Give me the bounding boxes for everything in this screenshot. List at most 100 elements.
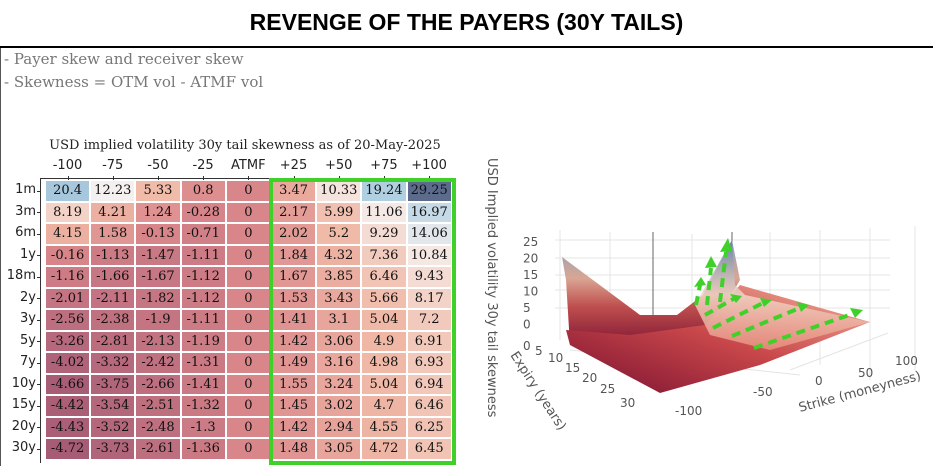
heatmap-cell: 0 xyxy=(225,438,271,460)
heatmap-cell: 1.42 xyxy=(271,330,317,352)
heatmap-cell: 0.8 xyxy=(180,180,226,202)
heatmap-cell: -0.71 xyxy=(180,223,226,245)
column-label: ATMF xyxy=(231,158,266,173)
z-tick-label: 25 xyxy=(523,235,538,249)
heatmap-cell: -1.11 xyxy=(180,244,226,266)
heatmap-cell: -1.36 xyxy=(180,438,226,460)
heatmap-cell: 0 xyxy=(225,309,271,331)
heatmap-cell: 6.94 xyxy=(406,373,452,395)
heatmap-cell: -1.9 xyxy=(135,309,181,331)
column-label: -50 xyxy=(147,158,169,173)
row-tick xyxy=(37,276,41,278)
heatmap-cell: 5.99 xyxy=(316,201,362,223)
y-tick-label: 10 xyxy=(548,351,563,365)
z-tick-label: 20 xyxy=(523,252,538,266)
row-tick xyxy=(37,341,41,343)
heatmap-cell: -0.16 xyxy=(45,244,91,266)
heatmap-cell: -3.26 xyxy=(45,330,91,352)
bullet-2: - Skewness = OTM vol - ATMF vol xyxy=(4,73,264,91)
z-tick-label: 10 xyxy=(523,285,538,299)
heatmap-cell: -2.81 xyxy=(90,330,136,352)
heatmap-cell: -2.48 xyxy=(135,416,181,438)
heatmap-cell: -3.75 xyxy=(90,373,136,395)
heatmap-cell: 3.16 xyxy=(316,352,362,374)
heatmap-cell: -4.66 xyxy=(45,373,91,395)
column-label: +100 xyxy=(411,158,447,173)
row-tick xyxy=(37,448,41,450)
heatmap-cell: 5.04 xyxy=(361,373,407,395)
heatmap-cell: 1.48 xyxy=(271,438,317,460)
heatmap-cell: 0 xyxy=(225,416,271,438)
heatmap-cell: 2.17 xyxy=(271,201,317,223)
heatmap-cell: 1.49 xyxy=(271,352,317,374)
heatmap-cell: -1.11 xyxy=(180,309,226,331)
x-tick-label: -100 xyxy=(675,404,702,418)
row-label: 10y xyxy=(11,375,36,391)
heatmap-cell: 16.97 xyxy=(406,201,452,223)
surface-left-face xyxy=(562,240,740,350)
heatmap-cell: -1.19 xyxy=(180,330,226,352)
heatmap-cell: -1.47 xyxy=(135,244,181,266)
heatmap-cell: 6.45 xyxy=(406,438,452,460)
x-axis-line xyxy=(40,178,455,179)
heatmap-cell: -2.42 xyxy=(135,352,181,374)
heatmap-cell: 3.06 xyxy=(316,330,362,352)
heatmap-cell: 6.93 xyxy=(406,352,452,374)
column-label: +25 xyxy=(279,158,308,173)
heatmap-cell: -0.13 xyxy=(135,223,181,245)
heatmap-cell: -4.72 xyxy=(45,438,91,460)
heatmap-cell: 3.85 xyxy=(316,266,362,288)
divider xyxy=(0,48,1,466)
heatmap-cell: 10.84 xyxy=(406,244,452,266)
heatmap-cell: 4.72 xyxy=(361,438,407,460)
x-tick-label: -50 xyxy=(753,385,773,399)
heatmap-cell: -3.73 xyxy=(90,438,136,460)
heatmap-cell: 0 xyxy=(225,223,271,245)
heatmap-cell: -2.51 xyxy=(135,395,181,417)
heatmap-cell: -2.61 xyxy=(135,438,181,460)
heatmap-cell: 3.1 xyxy=(316,309,362,331)
heatmap-cell: 0 xyxy=(225,330,271,352)
heatmap-cell: 0 xyxy=(225,201,271,223)
heatmap-cell: -2.11 xyxy=(90,287,136,309)
y-tick-label: 25 xyxy=(600,382,615,396)
heatmap-title: USD implied volatility 30y tail skewness… xyxy=(49,138,441,153)
heatmap-cell: 1.53 xyxy=(271,287,317,309)
heatmap-cell: 0 xyxy=(225,395,271,417)
heatmap-cell: 5.04 xyxy=(361,309,407,331)
y-tick-label: 20 xyxy=(582,371,597,385)
heatmap-cell: 6.46 xyxy=(361,266,407,288)
heatmap-cell: 20.4 xyxy=(45,180,91,202)
row-tick xyxy=(37,190,41,192)
heatmap-cell: 1.24 xyxy=(135,201,181,223)
heatmap-cell: 7.2 xyxy=(406,309,452,331)
slide-title: REVENGE OF THE PAYERS (30Y TAILS) xyxy=(0,0,933,48)
y-tick-label: 5 xyxy=(535,344,543,358)
heatmap-cell: -2.56 xyxy=(45,309,91,331)
column-label: +50 xyxy=(324,158,353,173)
row-label: 2y xyxy=(20,289,36,305)
x-tick-label: 50 xyxy=(858,366,873,380)
row-label: 20y xyxy=(11,418,36,434)
row-tick xyxy=(37,319,41,321)
heatmap-cell: -1.82 xyxy=(135,287,181,309)
heatmap-cell: 0 xyxy=(225,287,271,309)
heatmap-cell: -4.42 xyxy=(45,395,91,417)
heatmap-cell: -1.16 xyxy=(45,266,91,288)
heatmap-cell: 12.23 xyxy=(90,180,136,202)
heatmap-cell: 9.29 xyxy=(361,223,407,245)
heatmap-cell: 6.46 xyxy=(406,395,452,417)
heatmap-cell: -2.38 xyxy=(90,309,136,331)
heatmap-cell: 4.9 xyxy=(361,330,407,352)
heatmap-cell: 11.06 xyxy=(361,201,407,223)
heatmap-cell: 8.17 xyxy=(406,287,452,309)
heatmap-cell: -1.13 xyxy=(90,244,136,266)
row-tick xyxy=(37,255,41,257)
heatmap-cell: 5.66 xyxy=(361,287,407,309)
heatmap-cell: 3.05 xyxy=(316,438,362,460)
heatmap-cell: 7.36 xyxy=(361,244,407,266)
row-label: 5y xyxy=(20,332,36,348)
row-label: 7y xyxy=(20,354,36,369)
heatmap-cell: -1.32 xyxy=(180,395,226,417)
